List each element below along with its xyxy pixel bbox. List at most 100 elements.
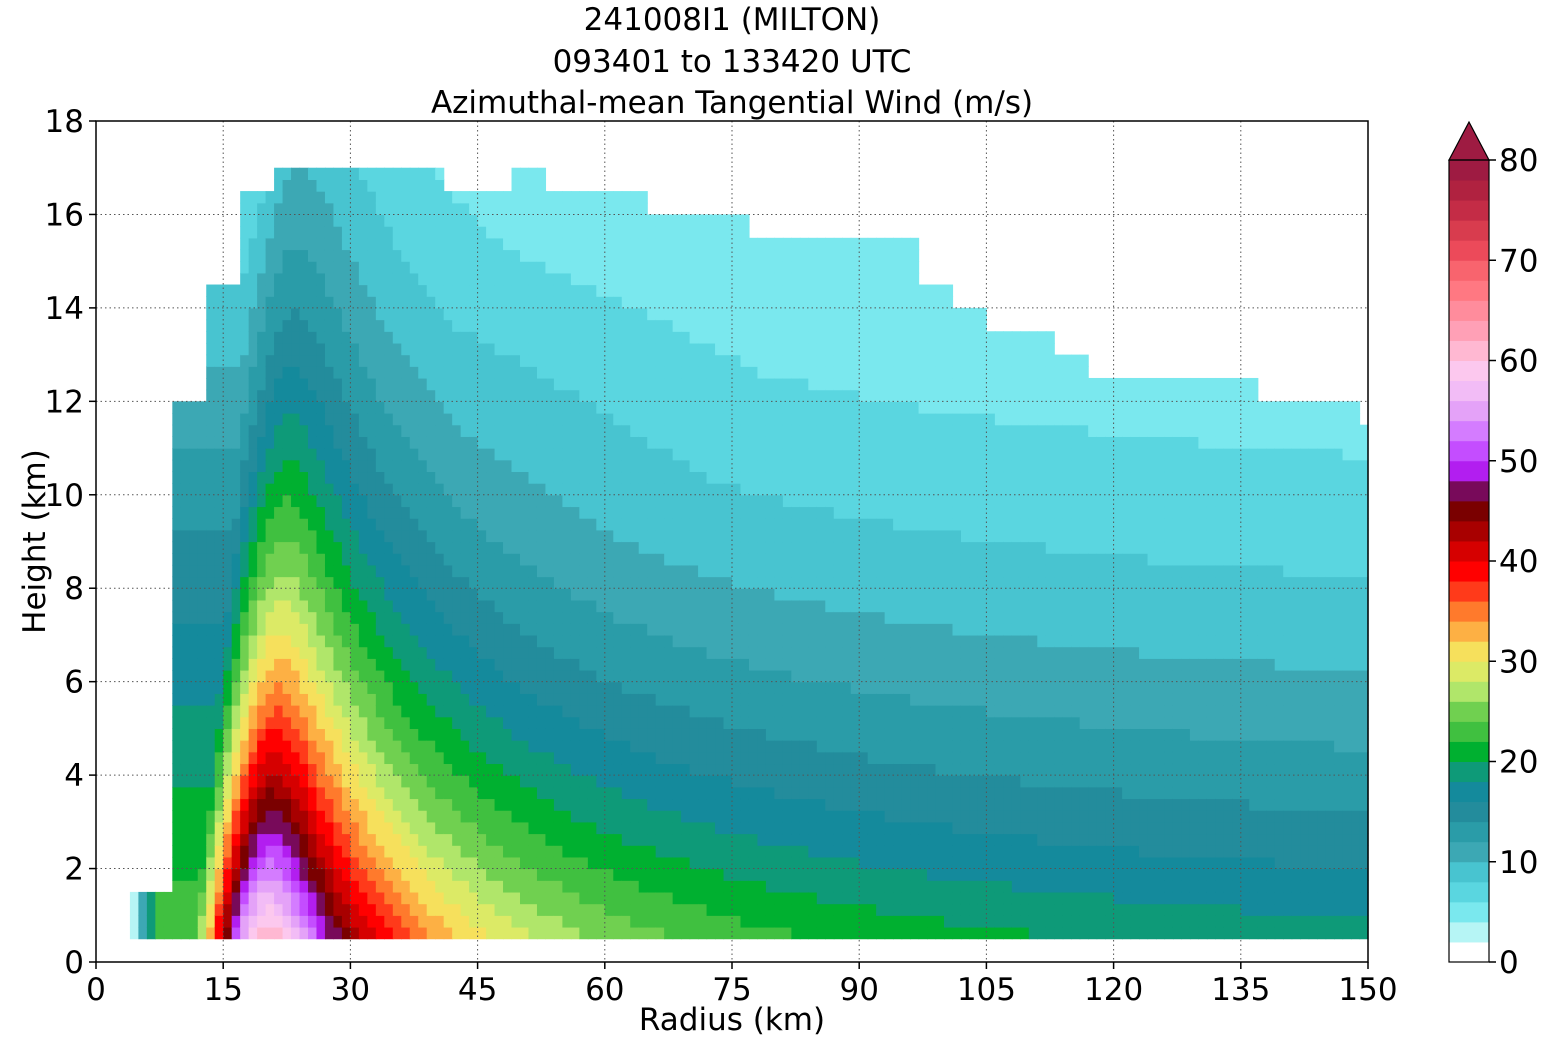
contour-cell: [384, 459, 394, 473]
contour-cell: [308, 833, 318, 846]
contour-cell: [274, 705, 284, 718]
contour-cell: [545, 576, 555, 589]
contour-cell: [553, 529, 563, 543]
contour-cell: [570, 751, 580, 765]
contour-cell: [274, 366, 284, 379]
contour-cell: [833, 494, 843, 508]
contour-cell: [291, 599, 301, 613]
contour-cell: [333, 798, 343, 811]
contour-cell: [324, 506, 335, 519]
contour-cell: [248, 845, 258, 858]
contour-cell: [740, 821, 750, 835]
contour-cell: [536, 740, 547, 753]
contour-cell: [189, 553, 199, 566]
contour-cell: [375, 319, 385, 332]
contour-cell: [189, 751, 199, 765]
contour-cell: [825, 518, 835, 531]
contour-cell: [299, 342, 309, 356]
contour-cell: [350, 191, 360, 204]
contour-cell: [536, 319, 547, 332]
contour-cell: [545, 868, 555, 881]
contour-cell: [384, 483, 394, 496]
contour-cell: [324, 915, 335, 928]
contour-cell: [604, 564, 614, 578]
contour-cell: [613, 611, 623, 624]
contour-cell: [621, 483, 631, 496]
contour-cell: [511, 459, 521, 473]
contour-cell: [282, 553, 292, 566]
contour-cell: [689, 307, 699, 321]
contour-cell: [486, 354, 496, 367]
contour-cell: [409, 728, 419, 741]
contour-cell: [265, 740, 275, 753]
contour-cell: [740, 354, 750, 367]
contour-cell: [757, 448, 767, 461]
contour-cell: [715, 471, 725, 484]
contour-cell: [443, 856, 453, 870]
contour-cell: [375, 506, 385, 519]
contour-cell: [587, 716, 597, 729]
contour-cell: [672, 214, 682, 227]
contour-cell: [486, 576, 496, 589]
contour-cell: [248, 821, 258, 835]
contour-cell: [384, 693, 394, 706]
contour-cell: [825, 564, 835, 578]
contour-cell: [655, 634, 665, 648]
contour-cell: [367, 541, 377, 554]
contour-cell: [248, 833, 258, 846]
contour-cell: [375, 214, 385, 227]
contour-cell: [435, 623, 445, 636]
contour-cell: [401, 693, 411, 706]
contour-cell: [452, 693, 462, 706]
contour-cell: [503, 926, 513, 940]
contour-cell: [765, 366, 775, 379]
contour-cell: [596, 716, 606, 729]
contour-cell: [681, 786, 691, 800]
contour-cell: [350, 249, 360, 262]
contour-cell: [638, 366, 648, 379]
contour-cell: [638, 763, 648, 776]
contour-cell: [257, 891, 267, 905]
contour-cell: [799, 821, 809, 835]
contour-cell: [630, 448, 640, 461]
contour-cell: [672, 903, 682, 916]
contour-cell: [308, 716, 318, 729]
contour-cell: [494, 891, 504, 905]
contour-cell: [570, 611, 580, 624]
contour-cell: [180, 646, 190, 659]
contour-cell: [536, 214, 547, 227]
contour-cell: [384, 366, 394, 379]
contour-cell: [553, 821, 563, 835]
contour-cell: [528, 856, 538, 870]
contour-cell: [206, 623, 216, 636]
contour-cell: [350, 915, 360, 928]
contour-cell: [808, 728, 818, 741]
contour-cell: [681, 553, 691, 566]
contour-cell: [799, 541, 809, 554]
contour-cell: [715, 611, 725, 624]
contour-cell: [715, 646, 725, 659]
contour-cell: [528, 891, 538, 905]
contour-cell: [418, 261, 428, 274]
contour-cell: [774, 716, 784, 729]
contour-cell: [341, 401, 351, 414]
contour-cell: [333, 810, 343, 823]
contour-cell: [630, 775, 640, 788]
contour-cell: [443, 202, 453, 216]
contour-cell: [782, 915, 792, 928]
contour-cell: [791, 868, 801, 881]
contour-cell: [799, 833, 809, 846]
contour-cell: [808, 494, 818, 508]
contour-cell: [757, 564, 767, 578]
contour-cell: [782, 868, 792, 881]
contour-cell: [664, 296, 674, 309]
contour-cell: [282, 833, 292, 846]
contour-cell: [655, 319, 665, 332]
contour-cell: [206, 763, 216, 776]
contour-cell: [630, 506, 640, 519]
contour-cell: [240, 728, 250, 741]
contour-cell: [265, 903, 275, 916]
contour-cell: [172, 693, 182, 706]
contour-cell: [401, 576, 411, 589]
contour-cell: [358, 798, 368, 811]
